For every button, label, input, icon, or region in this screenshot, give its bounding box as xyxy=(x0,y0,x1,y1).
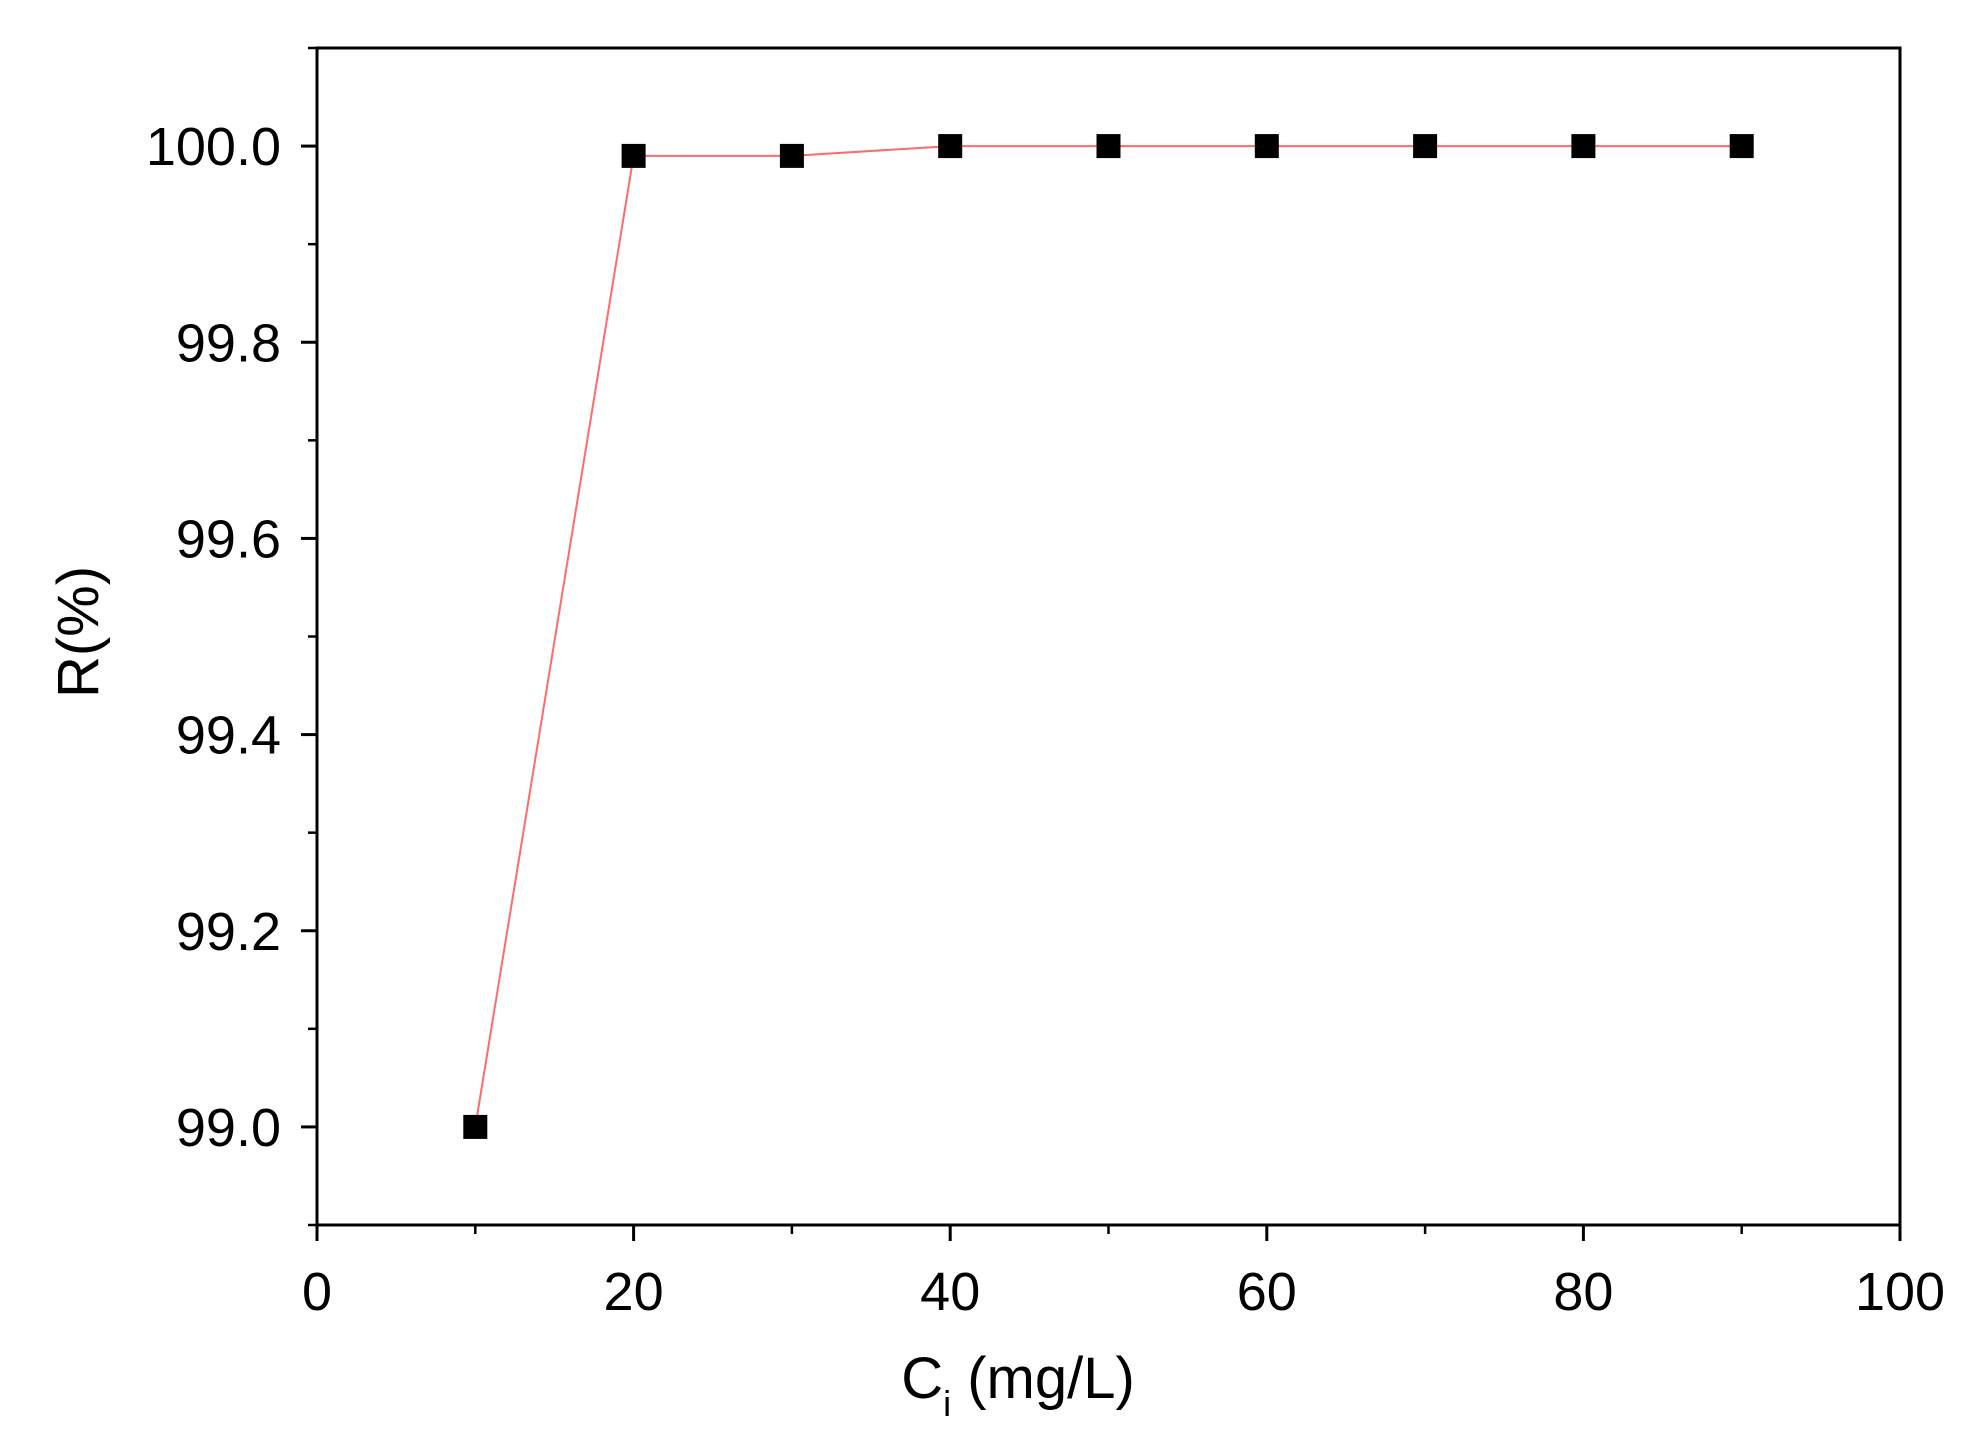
x-tick-label: 0 xyxy=(302,1262,332,1322)
series-layer xyxy=(463,134,1754,1139)
y-tick-label: 99.0 xyxy=(176,1098,281,1158)
x-tick-label: 20 xyxy=(604,1262,664,1322)
data-point xyxy=(779,143,804,168)
data-point xyxy=(1571,134,1596,159)
data-point xyxy=(1254,134,1279,159)
x-tick-label: 100 xyxy=(1855,1262,1945,1322)
x-axis-title-main: C xyxy=(901,1346,943,1411)
data-point xyxy=(1096,134,1121,159)
series-line xyxy=(474,145,1742,1128)
data-point xyxy=(621,143,646,168)
x-tick-label: 40 xyxy=(920,1262,980,1322)
axes: 0 20 40 60 80 100 99.0 99.2 99.4 99.6 99.8 100.0 xyxy=(146,46,1945,1322)
y-tick-label: 99.8 xyxy=(176,313,281,373)
y-tick-label: 100.0 xyxy=(146,117,281,177)
x-axis-title-subscript: i xyxy=(943,1383,951,1424)
data-point xyxy=(938,134,963,159)
x-tick-label: 60 xyxy=(1237,1262,1297,1322)
x-axis-title-unit: (mg/L) xyxy=(951,1346,1135,1411)
data-point xyxy=(1729,134,1754,159)
y-axis-title: R(%) xyxy=(46,566,111,698)
y-tick-label: 99.4 xyxy=(176,706,281,766)
y-tick-label: 99.6 xyxy=(176,509,281,569)
data-point xyxy=(1413,134,1438,159)
data-point xyxy=(463,1114,488,1139)
x-tick-label: 80 xyxy=(1553,1262,1613,1322)
y-tick-label: 99.2 xyxy=(176,902,281,962)
x-axis-title: Ci (mg/L) xyxy=(901,1346,1135,1424)
